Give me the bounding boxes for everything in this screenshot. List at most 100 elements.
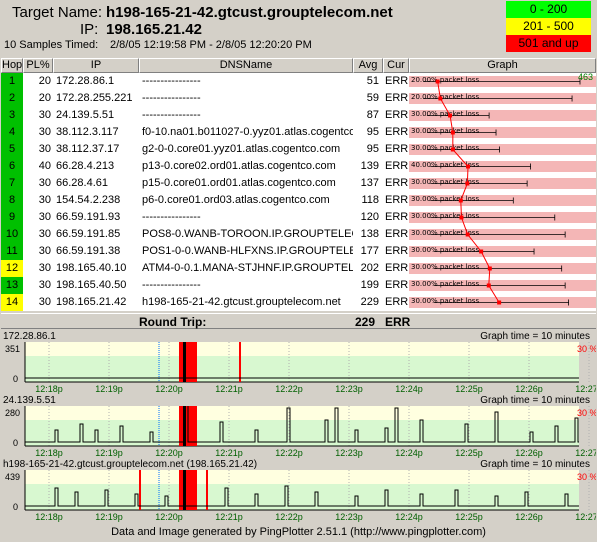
hop-avg-cell: 59 — [366, 92, 379, 104]
hop-row[interactable]: 4 30 38.112.3.117 f0-10.na01.b011027-0.yyz0… — [1, 124, 596, 141]
hop-pl-cell: 30 — [38, 109, 51, 121]
packet-loss-text: 30.00% packet loss — [411, 297, 480, 305]
avg-latency-point — [459, 215, 464, 220]
time-graph-plot: 439 0 30 % 12:18p 12:19p 12:20p 12:21p 12:22p 12… — [5, 470, 596, 522]
col-header-cur[interactable]: Cur — [383, 58, 409, 73]
hop-cur-cell: ERR — [385, 245, 409, 257]
hop-dns-cell: p13-0.core02.ord01.atlas.cogentco.com — [142, 160, 336, 172]
hop-cur-cell: ERR — [385, 109, 409, 121]
x-tick-label: 12:27p — [575, 384, 596, 394]
x-tick-label: 12:26p — [515, 512, 543, 522]
x-tick-label: 12:25p — [455, 448, 483, 458]
x-tick-label: 12:27p — [575, 512, 596, 522]
x-tick-label: 12:19p — [95, 384, 123, 394]
hop-graph-cell: 30.00% packet loss — [409, 107, 596, 124]
hop-cur-cell: ERR — [385, 75, 409, 87]
time-graph-title: h198-165-21-42.gtcust.grouptelecom.net (… — [3, 459, 258, 470]
hop-ip-cell: 66.59.191.93 — [56, 211, 121, 223]
avg-latency-point — [458, 198, 463, 203]
hop-ip-cell: 198.165.40.50 — [56, 279, 127, 291]
hop-row[interactable]: 5 30 38.112.37.17 g2-0-0.core01.yyz01.atlas… — [1, 141, 596, 158]
x-tick-label: 12:24p — [395, 384, 423, 394]
hop-avg-cell: 139 — [360, 160, 379, 172]
legend-mid: 201 - 500 — [506, 18, 591, 35]
hop-pl-cell: 30 — [38, 245, 51, 257]
graph-time-label: Graph time = 10 minutes — [480, 459, 590, 470]
hop-avg-cell: 138 — [360, 228, 379, 240]
hop-pl-cell: 30 — [38, 228, 51, 240]
hop-dns-cell: ---------------- — [142, 109, 201, 121]
hop-avg-cell: 199 — [360, 279, 379, 291]
hop-dns-cell: g2-0-0.core01.yyz01.atlas.cogentco.com — [142, 143, 341, 155]
hop-hop-cell: 12 — [1, 260, 23, 277]
y-min-label: 0 — [13, 374, 18, 384]
x-tick-label: 12:18p — [35, 512, 63, 522]
col-header-hop[interactable]: Hop — [1, 58, 23, 73]
hop-ip-cell: 66.59.191.38 — [56, 245, 121, 257]
packet-loss-text: 40.00% packet loss — [411, 161, 480, 169]
hop-pl-cell: 20 — [38, 92, 51, 104]
hop-row[interactable]: 13 30 198.165.40.50 ---------------- 199 ERR 3… — [1, 277, 596, 294]
round-trip-avg: 229 — [355, 315, 376, 329]
hop-cur-cell: ERR — [385, 296, 409, 308]
y-max-label: 439 — [5, 472, 20, 482]
hop-cur-cell: ERR — [385, 228, 409, 240]
time-graph-plot: 351 0 30 % 12:18p 12:19p 12:20p 12:21p 12:22p 12… — [5, 342, 596, 394]
time-graph-title: 24.139.5.51 — [3, 395, 56, 406]
hop-cur-cell: ERR — [385, 126, 409, 138]
hop-avg-cell: 202 — [360, 262, 379, 274]
round-trip-label: Round Trip: — [139, 315, 207, 329]
hop-cur-cell: ERR — [385, 194, 409, 206]
hop-row[interactable]: 8 30 154.54.2.238 p6-0.core01.ord03.atlas.c… — [1, 192, 596, 209]
avg-latency-point — [435, 79, 440, 84]
time-graph-plot: 280 0 30 % 12:18p 12:19p 12:20p 12:21p 12:22p 12… — [5, 406, 596, 458]
hop-cur-cell: ERR — [385, 211, 409, 223]
x-tick-label: 12:26p — [515, 384, 543, 394]
x-tick-label: 12:20p — [155, 384, 183, 394]
plot-bg-yellow — [25, 406, 579, 420]
hop-latency-graph: 463 — [423, 72, 593, 306]
avg-latency-point — [465, 232, 470, 237]
hop-cur-cell: ERR — [385, 160, 409, 172]
y-min-label: 0 — [13, 438, 18, 448]
packet-loss-text: 30.00% packet loss — [411, 229, 480, 237]
hop-cur-cell: ERR — [385, 92, 409, 104]
packet-loss-text: 30.00% packet loss — [411, 280, 480, 288]
x-tick-label: 12:19p — [95, 448, 123, 458]
hop-pl-cell: 30 — [38, 126, 51, 138]
hop-row[interactable]: 7 30 66.28.4.61 p15-0.core01.ord01.atlas.co… — [1, 175, 596, 192]
round-trip-bar: Round Trip: 229 ERR — [1, 313, 596, 329]
packet-loss-block-core — [183, 342, 186, 382]
col-header-dns[interactable]: DNSName — [139, 58, 353, 73]
hop-ip-cell: 66.28.4.61 — [56, 177, 108, 189]
ip-value: 198.165.21.42 — [106, 21, 202, 38]
legend-high: 501 and up — [506, 35, 591, 52]
packet-loss-block-core — [183, 470, 186, 510]
col-header-graph[interactable]: Graph — [409, 58, 596, 73]
graph-time-label: Graph time = 10 minutes — [480, 331, 590, 342]
col-header-pl[interactable]: PL% — [23, 58, 53, 73]
x-tick-label: 12:19p — [95, 512, 123, 522]
footer-credit: Data and Image generated by PingPlotter … — [111, 526, 486, 538]
hop-cur-cell: ERR — [385, 143, 409, 155]
plot-bg-yellow — [25, 470, 579, 484]
packet-loss-text: 30.00% packet loss — [411, 110, 480, 118]
col-header-ip[interactable]: IP — [53, 58, 139, 73]
col-header-avg[interactable]: Avg — [353, 58, 383, 73]
hop-avg-cell: 177 — [360, 245, 379, 257]
time-graph-panel: 24.139.5.51 Graph time = 10 minutes 280 0 30… — [1, 395, 596, 459]
x-tick-label: 12:22p — [275, 384, 303, 394]
ip-label: IP: — [80, 21, 99, 38]
report-header: Target Name: h198-165-21-42.gtcust.group… — [0, 0, 597, 56]
x-tick-label: 12:24p — [395, 448, 423, 458]
hop-hop-cell: 1 — [1, 73, 23, 90]
hop-hop-cell: 8 — [1, 192, 23, 209]
target-name-label: Target Name: — [12, 4, 103, 21]
hop-avg-cell: 95 — [366, 143, 379, 155]
hop-dns-cell: ---------------- — [142, 211, 201, 223]
x-tick-label: 12:26p — [515, 448, 543, 458]
hop-pl-cell: 30 — [38, 262, 51, 274]
hop-ip-cell: 38.112.37.17 — [56, 143, 120, 155]
time-graph-panel: 172.28.86.1 Graph time = 10 minutes 351 0 30… — [1, 331, 596, 395]
packet-loss-text: 30.00% packet loss — [411, 144, 480, 152]
